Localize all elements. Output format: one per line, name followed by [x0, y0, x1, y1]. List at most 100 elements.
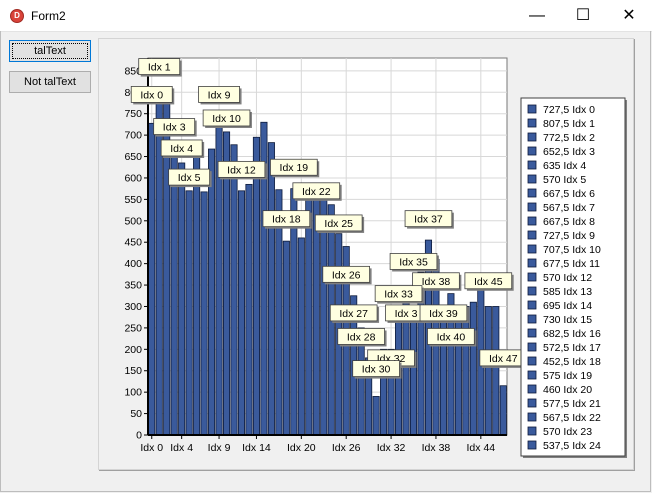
x-tick-label: Idx 0 — [140, 442, 163, 454]
bar — [267, 142, 275, 436]
x-tick-label: Idx 14 — [242, 442, 271, 454]
legend-entry: 635 Idx 4 — [543, 160, 586, 172]
callout-box — [329, 304, 378, 322]
x-tick-label: Idx 44 — [467, 442, 496, 454]
maximize-button[interactable]: ☐ — [575, 7, 591, 24]
y-tick-label: 100 — [124, 387, 142, 399]
callout-label: Idx 38 — [422, 276, 451, 288]
callout-box — [314, 214, 363, 232]
callout-label: Idx 9 — [208, 89, 231, 101]
callout-label: Idx 45 — [474, 276, 503, 288]
legend-swatch — [527, 440, 537, 450]
legend-entry: 677,5 Idx 11 — [543, 258, 600, 270]
callout-box — [374, 285, 423, 303]
legend-swatch — [527, 160, 537, 170]
legend-entry: 452,5 Idx 18 — [543, 356, 601, 368]
legend-swatch — [527, 216, 537, 226]
window-title: Form2 — [31, 9, 66, 23]
legend-box — [520, 97, 626, 457]
callout-box — [419, 304, 468, 322]
y-tick-label: 300 — [124, 301, 142, 313]
bar — [439, 306, 447, 436]
callout-label: Idx 22 — [302, 186, 331, 198]
bar — [245, 183, 253, 436]
bar — [230, 144, 238, 436]
y-tick-label: 650 — [124, 151, 142, 163]
legend-entry: 667,5 Idx 8 — [543, 216, 595, 228]
not-tal-text-button[interactable]: Not talText — [9, 71, 91, 93]
callout-box — [352, 360, 400, 377]
callout-label: Idx 37 — [414, 214, 443, 226]
legend-swatch — [527, 286, 537, 296]
callout-box — [412, 272, 460, 290]
callout-label: Idx 40 — [437, 331, 466, 343]
legend-entry: 575 Idx 19 — [543, 370, 592, 382]
bar — [193, 148, 201, 436]
callout-box — [427, 328, 475, 345]
legend-entry: 577,5 Idx 21 — [543, 398, 601, 410]
bar — [170, 155, 178, 436]
bar — [148, 122, 156, 436]
bar — [469, 301, 477, 436]
callout-box — [292, 182, 341, 200]
y-tick-label: 400 — [124, 258, 142, 270]
legend-swatch — [527, 328, 537, 338]
y-tick-label: 850 — [124, 65, 142, 77]
window-frame — [0, 31, 651, 492]
tal-text-button[interactable]: talText — [9, 40, 91, 62]
minimize-button[interactable]: — — [529, 7, 545, 24]
bar — [185, 190, 193, 436]
legend-swatch — [527, 412, 537, 422]
callout-box — [464, 272, 513, 290]
bar — [208, 148, 216, 436]
bar — [454, 306, 462, 436]
legend-swatch — [527, 272, 537, 282]
y-tick-label: 50 — [130, 408, 142, 420]
callout-label: Idx 4 — [170, 143, 193, 155]
y-tick-label: 250 — [124, 322, 142, 334]
title-bar: D Form2 — ☐ ✕ — [0, 0, 652, 32]
y-tick-label: 350 — [124, 280, 142, 292]
legend-swatch — [527, 314, 537, 324]
legend-swatch — [527, 426, 537, 436]
x-tick-label: Idx 26 — [332, 442, 361, 454]
legend-entry: 570 Idx 23 — [543, 426, 592, 438]
callout-box — [322, 265, 370, 283]
legend-swatch — [527, 398, 537, 408]
callout-label: Idx 28 — [347, 331, 376, 343]
x-tick-label: Idx 9 — [208, 442, 231, 454]
y-tick-label: 550 — [124, 194, 142, 206]
bar — [178, 162, 186, 436]
legend-swatch — [527, 118, 537, 128]
legend-entry: 567,5 Idx 7 — [543, 202, 595, 214]
legend-entry: 652,5 Idx 3 — [543, 146, 595, 158]
callout-label: Idx 47 — [489, 353, 518, 365]
legend-entry: 682,5 Idx 16 — [543, 328, 601, 340]
legend-entry: 727,5 Idx 0 — [543, 104, 595, 116]
legend-entry: 570 Idx 12 — [543, 272, 592, 284]
callout-label: Idx 33 — [384, 289, 413, 301]
callout-box — [270, 158, 318, 176]
legend-entry: 707,5 Idx 10 — [543, 244, 601, 256]
bar — [484, 306, 492, 436]
bar — [492, 306, 500, 436]
chart-panel: 0 50 100 150 200 250 300 350 400 450 500 550 600 650 7… — [98, 38, 634, 470]
callout-box — [389, 253, 438, 270]
legend-swatch — [527, 202, 537, 212]
callout-label: Idx 35 — [399, 256, 428, 268]
x-tick-label: Idx 38 — [422, 442, 451, 454]
bar — [372, 396, 380, 436]
callout-box — [337, 328, 385, 345]
callout-label: Idx 3 — [163, 122, 186, 134]
legend-entry: 585 Idx 13 — [543, 286, 592, 298]
y-tick-label: 150 — [124, 365, 142, 377]
bar — [200, 191, 208, 436]
callout-box — [262, 210, 311, 228]
close-button[interactable]: ✕ — [622, 7, 636, 24]
callout-label: Idx 26 — [332, 269, 361, 281]
bar — [499, 385, 507, 436]
callout-box — [153, 118, 196, 135]
legend-swatch — [527, 132, 537, 142]
bar — [237, 190, 246, 436]
y-tick-label: 600 — [124, 172, 142, 184]
